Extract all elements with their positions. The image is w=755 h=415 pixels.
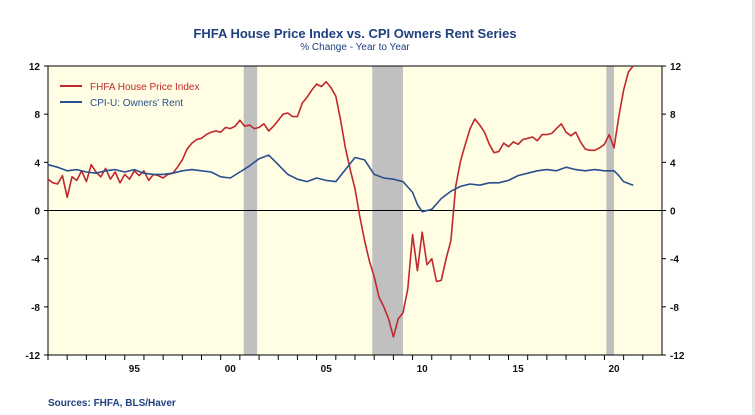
y-tick-label-right: 8 <box>670 110 676 121</box>
y-tick-label-left: 8 <box>34 110 40 121</box>
legend-label: FHFA House Price Index <box>90 82 200 93</box>
y-tick-label-left: -12 <box>26 351 41 362</box>
x-tick-label: 00 <box>225 364 237 375</box>
chart-title: FHFA House Price Index vs. CPI Owners Re… <box>193 26 517 41</box>
y-tick-label-right: 0 <box>670 207 676 218</box>
y-tick-label-right: -8 <box>670 303 679 314</box>
y-tick-label-left: 12 <box>29 62 41 73</box>
x-tick-label: 15 <box>513 364 525 375</box>
y-tick-label-left: 4 <box>34 158 40 169</box>
legend-label: CPI-U: Owners' Rent <box>90 98 183 109</box>
series-layer <box>47 65 634 338</box>
y-tick-label-left: 0 <box>34 207 40 218</box>
source-note: Sources: FHFA, BLS/Haver <box>48 398 176 409</box>
x-tick-label: 95 <box>129 364 141 375</box>
y-tick-label-right: 12 <box>670 62 682 73</box>
chart-subtitle: % Change - Year to Year <box>300 42 410 53</box>
x-tick-label: 10 <box>417 364 429 375</box>
legend: FHFA House Price Index CPI-U: Owners' Ren… <box>60 82 200 109</box>
y-tick-label-left: -4 <box>31 255 40 266</box>
x-tick-label: 05 <box>321 364 333 375</box>
x-tick-label: 20 <box>608 364 620 375</box>
y-tick-label-right: -4 <box>670 255 679 266</box>
y-tick-label-right: -12 <box>670 351 685 362</box>
window-edge <box>752 0 755 415</box>
y-tick-label-left: -8 <box>31 303 40 314</box>
y-tick-label-right: 4 <box>670 158 676 169</box>
owners-rent-series-line <box>47 154 634 213</box>
